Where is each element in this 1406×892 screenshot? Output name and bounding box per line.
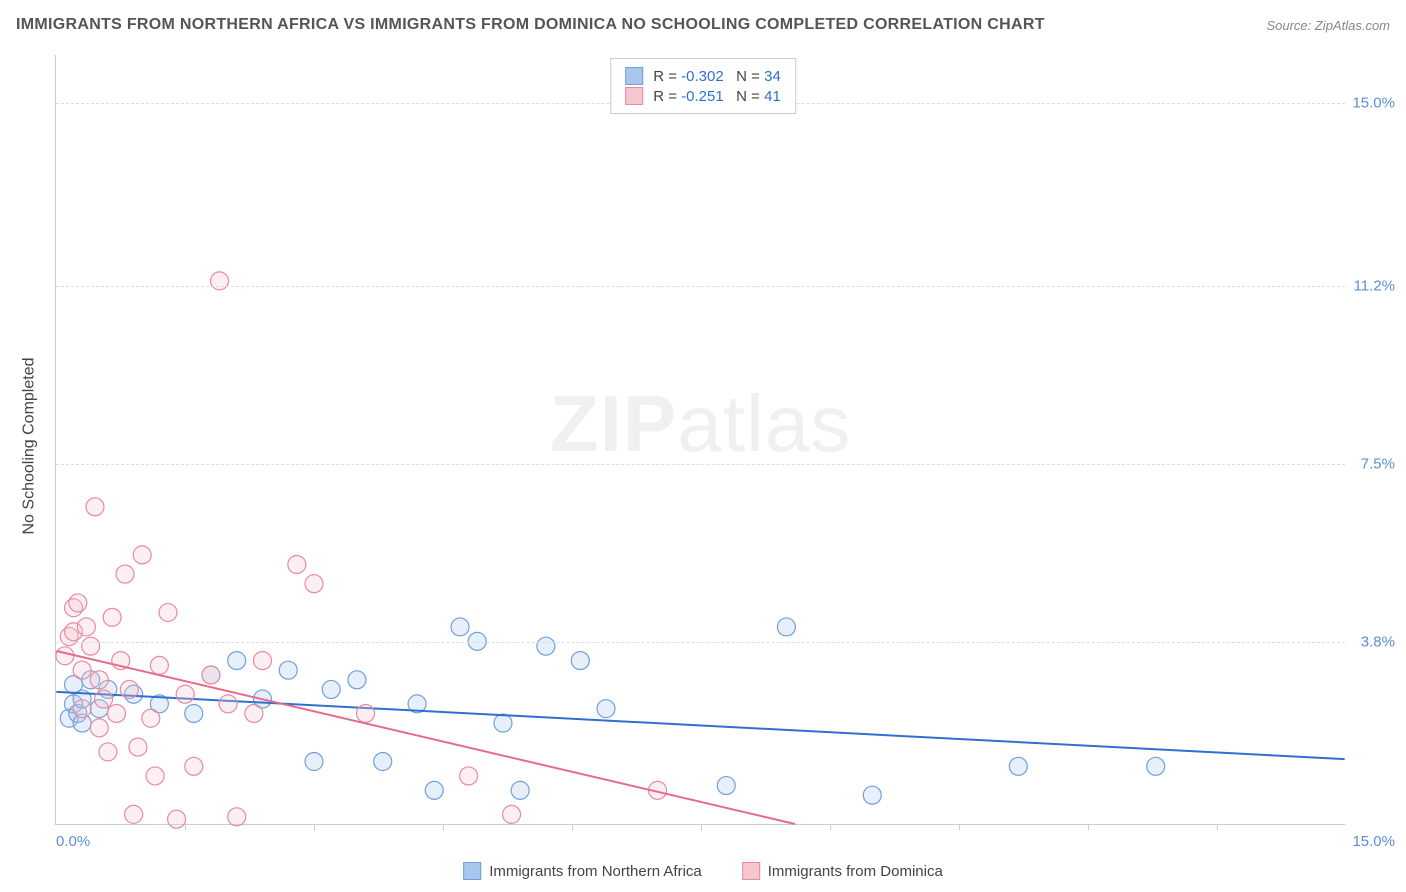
data-point <box>348 671 366 689</box>
data-point <box>1147 757 1165 775</box>
data-point <box>69 594 87 612</box>
data-point <box>185 704 203 722</box>
data-point <box>425 781 443 799</box>
data-point <box>73 661 91 679</box>
gridline <box>56 464 1345 465</box>
plot-area: ZIPatlas 3.8%7.5%11.2%15.0%0.0%15.0% <box>55 55 1345 825</box>
data-point <box>279 661 297 679</box>
data-point <box>95 690 113 708</box>
data-point <box>245 704 263 722</box>
bottom-legend-label: Immigrants from Dominica <box>768 863 943 880</box>
data-point <box>129 738 147 756</box>
data-point <box>146 767 164 785</box>
y-tick-label: 3.8% <box>1345 634 1395 651</box>
stat-legend-text: R = -0.302 N = 34 <box>653 68 781 85</box>
bottom-legend: Immigrants from Northern Africa Immigrant… <box>463 862 943 880</box>
stat-legend: R = -0.302 N = 34 R = -0.251 N = 41 <box>610 58 796 114</box>
gridline <box>56 286 1345 287</box>
data-point <box>56 647 74 665</box>
y-axis-title: No Schooling Completed <box>21 358 39 535</box>
chart-svg <box>56 55 1345 824</box>
data-point <box>202 666 220 684</box>
stat-legend-row: R = -0.251 N = 41 <box>625 87 781 105</box>
data-point <box>460 767 478 785</box>
legend-swatch <box>463 862 481 880</box>
data-point <box>305 753 323 771</box>
gridline <box>56 642 1345 643</box>
data-point <box>863 786 881 804</box>
data-point <box>116 565 134 583</box>
data-point <box>90 719 108 737</box>
x-tick <box>314 824 315 830</box>
x-tick <box>572 824 573 830</box>
data-point <box>537 637 555 655</box>
y-tick-label: 11.2% <box>1345 278 1395 295</box>
data-point <box>597 700 615 718</box>
data-point <box>288 555 306 573</box>
data-point <box>571 652 589 670</box>
x-tick <box>443 824 444 830</box>
data-point <box>125 805 143 823</box>
x-axis-min-label: 0.0% <box>56 833 90 850</box>
data-point <box>374 753 392 771</box>
data-point <box>717 777 735 795</box>
legend-swatch <box>625 87 643 105</box>
data-point <box>86 498 104 516</box>
legend-swatch <box>742 862 760 880</box>
data-point <box>176 685 194 703</box>
data-point <box>253 652 271 670</box>
data-point <box>777 618 795 636</box>
data-point <box>228 652 246 670</box>
x-tick <box>185 824 186 830</box>
stat-legend-text: R = -0.251 N = 41 <box>653 88 781 105</box>
data-point <box>503 805 521 823</box>
data-point <box>120 680 138 698</box>
stat-legend-row: R = -0.302 N = 34 <box>625 67 781 85</box>
data-point <box>142 709 160 727</box>
data-point <box>357 704 375 722</box>
data-point <box>133 546 151 564</box>
x-tick <box>701 824 702 830</box>
x-tick <box>830 824 831 830</box>
data-point <box>451 618 469 636</box>
data-point <box>150 656 168 674</box>
data-point <box>305 575 323 593</box>
x-tick <box>959 824 960 830</box>
x-axis-max-label: 15.0% <box>1352 833 1395 850</box>
data-point <box>1009 757 1027 775</box>
data-point <box>168 810 186 828</box>
data-point <box>73 700 91 718</box>
data-point <box>77 618 95 636</box>
regression-line <box>56 651 795 824</box>
data-point <box>494 714 512 732</box>
data-point <box>107 704 125 722</box>
data-point <box>82 637 100 655</box>
y-tick-label: 15.0% <box>1345 95 1395 112</box>
chart-title: IMMIGRANTS FROM NORTHERN AFRICA VS IMMIG… <box>16 16 1045 34</box>
data-point <box>103 608 121 626</box>
x-tick <box>1088 824 1089 830</box>
data-point <box>99 743 117 761</box>
data-point <box>228 808 246 826</box>
legend-swatch <box>625 67 643 85</box>
data-point <box>322 680 340 698</box>
source-label: Source: ZipAtlas.com <box>1266 18 1390 33</box>
regression-line <box>56 692 1344 759</box>
bottom-legend-item: Immigrants from Northern Africa <box>463 862 702 880</box>
y-tick-label: 7.5% <box>1345 456 1395 473</box>
bottom-legend-label: Immigrants from Northern Africa <box>489 863 702 880</box>
data-point <box>185 757 203 775</box>
data-point <box>90 671 108 689</box>
data-point <box>219 695 237 713</box>
data-point <box>159 604 177 622</box>
x-tick <box>1217 824 1218 830</box>
data-point <box>211 272 229 290</box>
data-point <box>511 781 529 799</box>
bottom-legend-item: Immigrants from Dominica <box>742 862 943 880</box>
